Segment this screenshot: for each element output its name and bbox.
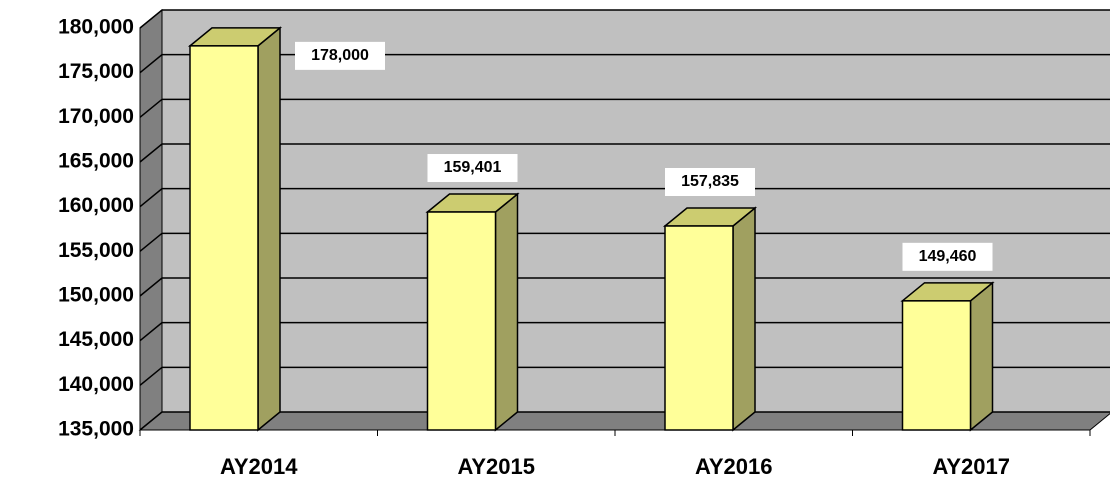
bar: [187, 26, 283, 432]
y-tick-label: 140,000: [58, 373, 134, 396]
y-tick-label: 135,000: [58, 418, 134, 441]
bar: [662, 206, 758, 432]
y-tick-label: 165,000: [58, 150, 134, 173]
y-tick-label: 160,000: [58, 194, 134, 217]
bar-side: [494, 192, 519, 432]
value-label-box: [902, 242, 993, 271]
grid-line: [139, 143, 1110, 163]
bar-side: [257, 26, 281, 432]
y-tick-label: 175,000: [58, 60, 134, 83]
bar-front: [664, 225, 734, 431]
value-label: 149,460: [919, 248, 977, 265]
y-tick-label: 150,000: [58, 284, 134, 307]
x-tick-label: AY2015: [458, 454, 535, 479]
bar-front: [426, 211, 497, 431]
grid-line: [139, 366, 1110, 386]
y-tick-label: 145,000: [58, 328, 134, 351]
grid-line: [139, 277, 1110, 297]
y-tick-label: 170,000: [58, 105, 134, 128]
grid-line: [139, 9, 1110, 29]
value-label: 159,401: [444, 159, 502, 176]
grid-line: [139, 53, 1110, 74]
grid-line: [139, 232, 1110, 252]
bar-front: [189, 45, 259, 431]
grid-line: [139, 98, 1110, 118]
side-wall: [139, 8, 163, 432]
bar: [900, 281, 995, 432]
grid-line: [139, 411, 1110, 431]
y-tick-label: 180,000: [58, 16, 134, 39]
value-label-box: [665, 168, 755, 197]
bar-side: [732, 206, 756, 432]
bar-front: [901, 300, 972, 431]
value-label-box: [295, 41, 385, 70]
value-label: 178,000: [311, 47, 369, 64]
bar: [425, 192, 520, 432]
x-tick-label: AY2014: [220, 454, 298, 479]
value-label-box: [427, 154, 518, 183]
value-label: 157,835: [681, 173, 739, 190]
y-tick-label: 155,000: [58, 239, 134, 262]
x-tick-label: AY2016: [695, 454, 772, 479]
grid-line: [139, 321, 1110, 342]
grid-line: [139, 187, 1110, 208]
x-tick-label: AY2017: [933, 454, 1010, 479]
bar-side: [969, 281, 994, 432]
